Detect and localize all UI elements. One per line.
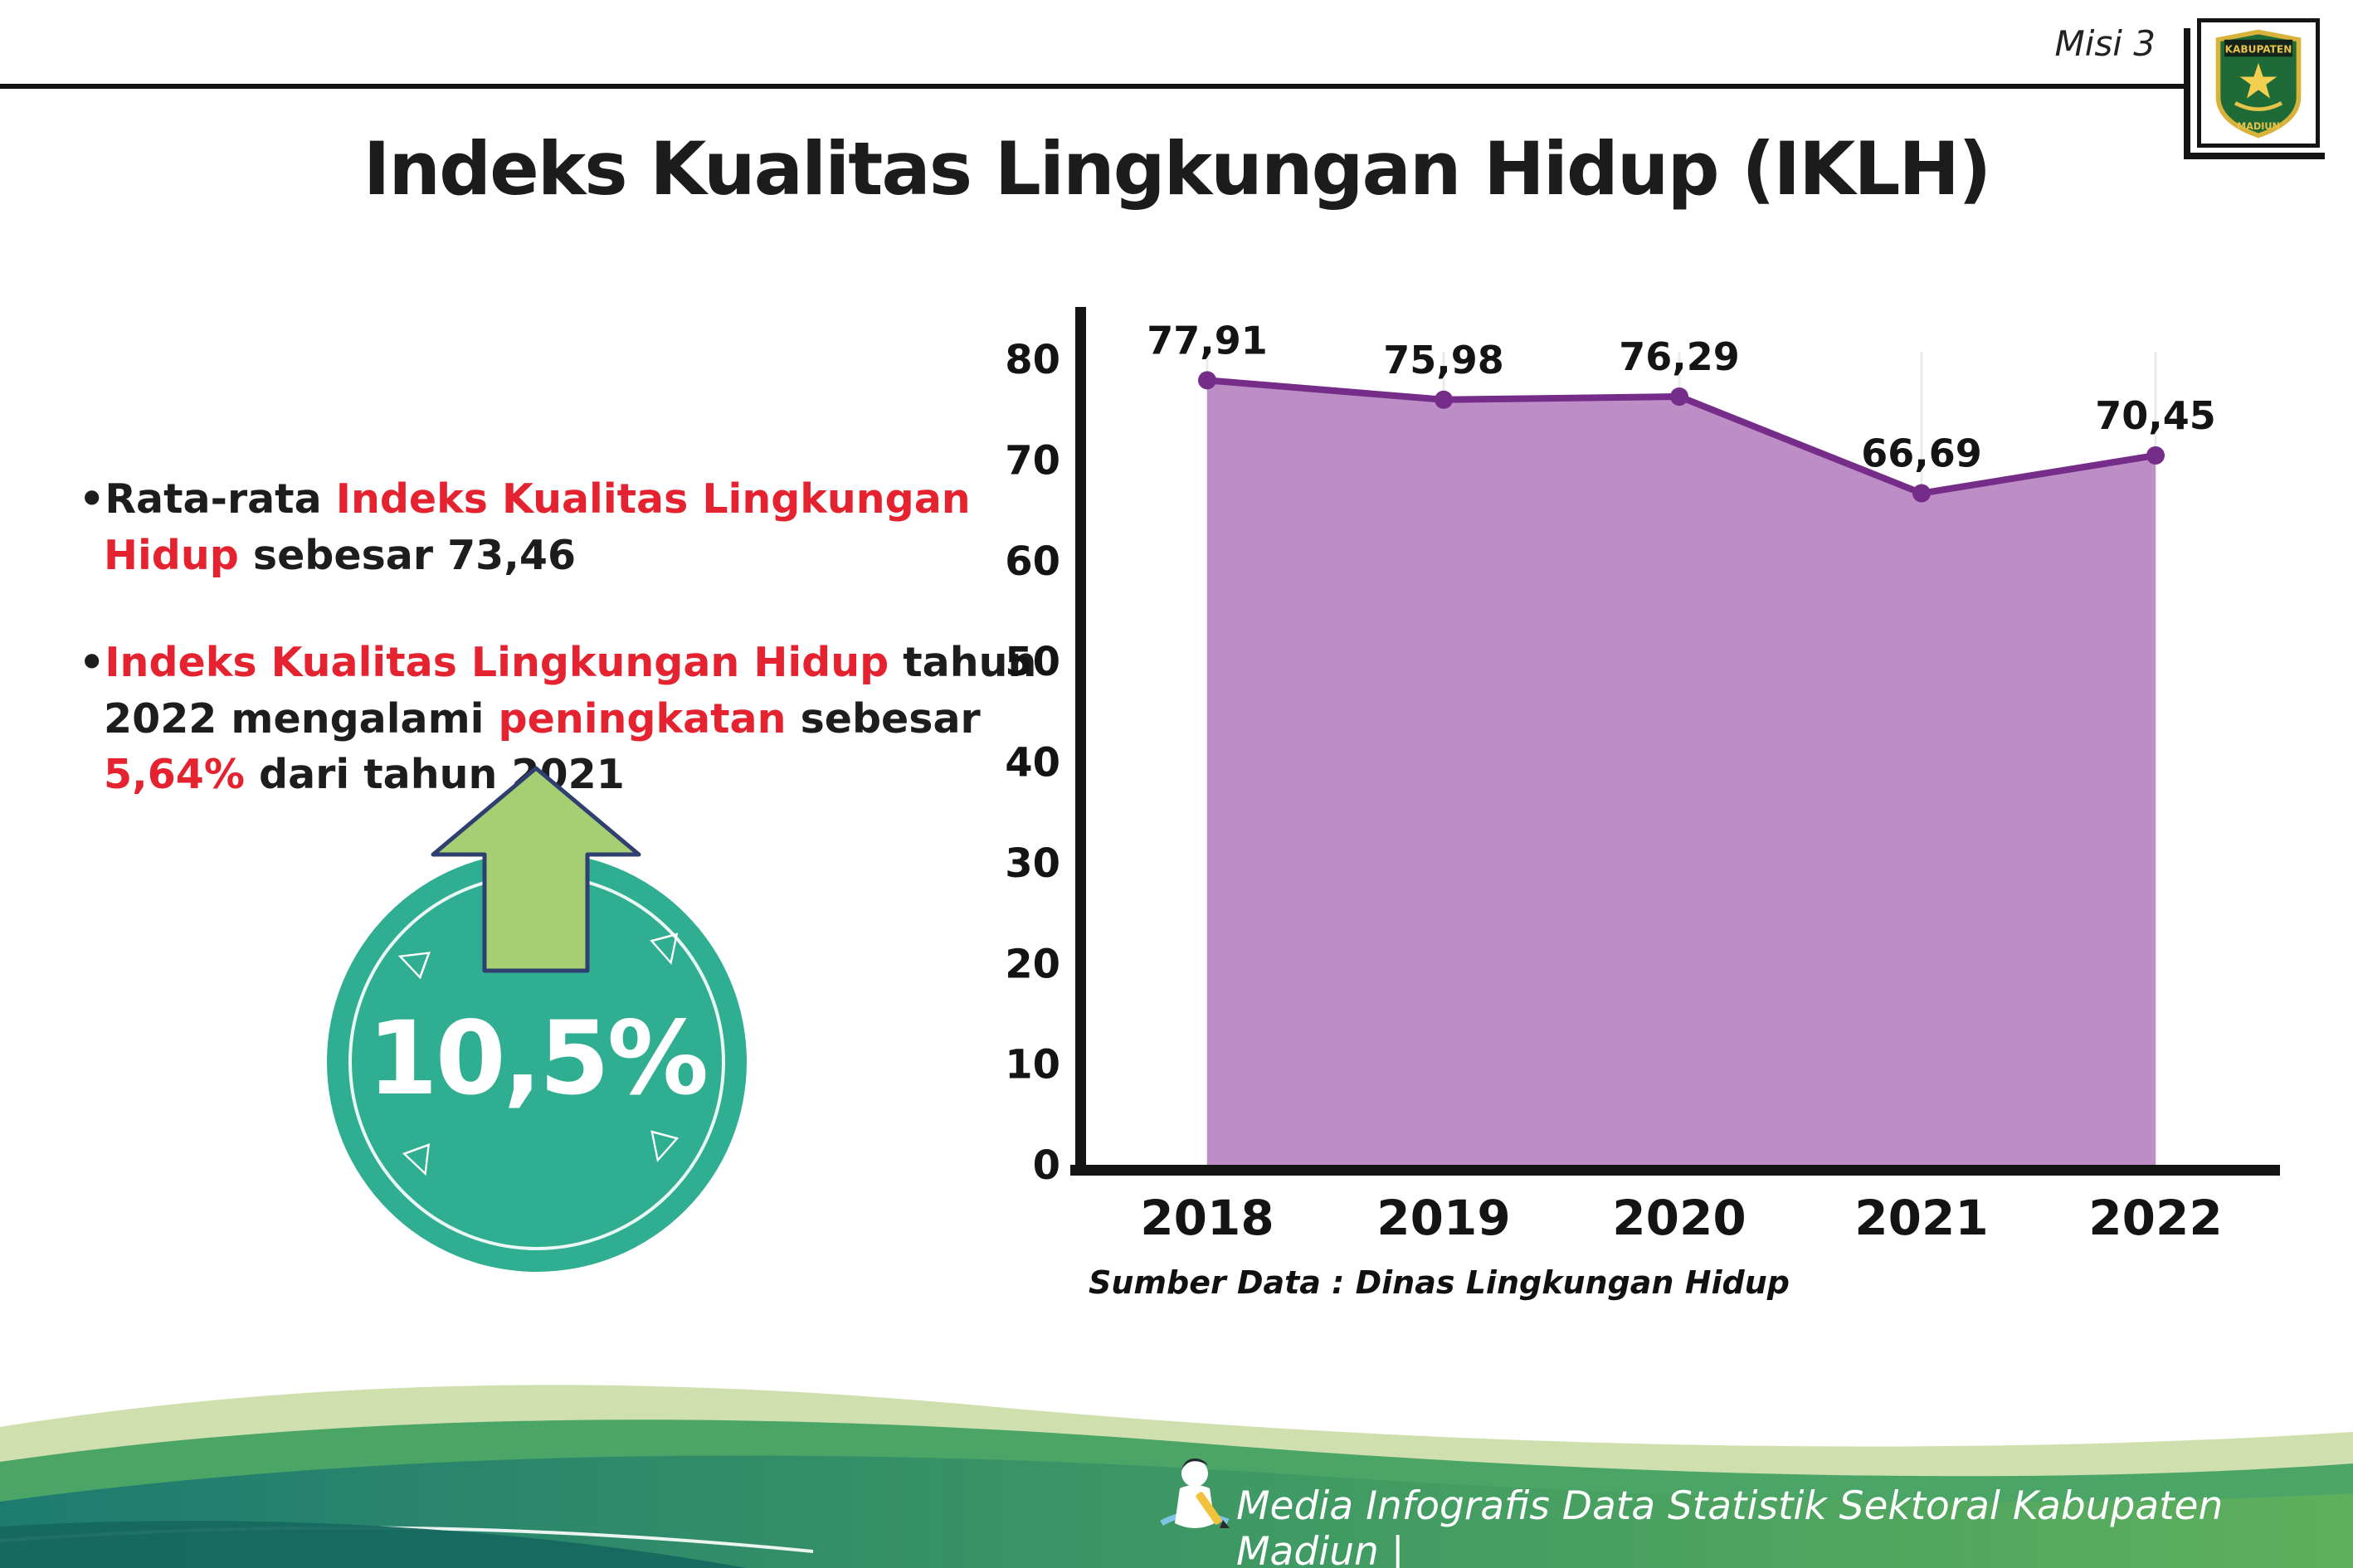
mascot-icon: [1160, 1458, 1230, 1528]
svg-text:40: 40: [1005, 740, 1060, 786]
bullet-text: sebesar: [786, 694, 981, 743]
svg-text:60: 60: [1005, 538, 1060, 585]
triangle-ornament-icon: ◁: [392, 1142, 445, 1185]
svg-text:70: 70: [1005, 437, 1060, 484]
svg-text:2018: 2018: [1140, 1190, 1274, 1246]
bullet-text: sebesar 73,46: [238, 531, 577, 579]
bullet-text: •Rata-rata: [79, 475, 336, 523]
svg-text:2022: 2022: [2088, 1190, 2222, 1246]
badge-value: 10,5%: [367, 1000, 709, 1118]
svg-text:30: 30: [1005, 840, 1060, 887]
bullet-text: tahun 2022 mengalami: [104, 639, 1037, 743]
svg-text:2019: 2019: [1376, 1190, 1510, 1246]
svg-text:76,29: 76,29: [1619, 334, 1740, 379]
bullet-iklh-increase: •Indeks Kualitas Lingkungan Hidup tahun …: [79, 635, 1058, 803]
bullet-list: •Rata-rata Indeks Kualitas Lingkungan Hi…: [79, 471, 1058, 855]
svg-text:2020: 2020: [1612, 1190, 1746, 1246]
svg-text:66,69: 66,69: [1861, 431, 1982, 476]
page-title: Indeks Kualitas Lingkungan Hidup (IKLH): [363, 126, 1992, 212]
logo-frame-horizontal: [2184, 153, 2325, 159]
misi-label: Misi 3: [2054, 23, 2156, 64]
triangle-ornament-icon: ▽: [641, 1119, 682, 1171]
bullet-text: •: [79, 639, 105, 687]
svg-text:0: 0: [1033, 1142, 1060, 1189]
svg-text:77,91: 77,91: [1147, 318, 1268, 363]
bullet-highlight: Indeks Kualitas Lingkungan Hidup: [104, 475, 971, 579]
bullet-highlight: peningkatan: [498, 694, 787, 743]
header-rule: [0, 84, 2184, 89]
logo-text-top: KABUPATEN: [2225, 44, 2292, 56]
footer-text: Media Infografis Data Statistik Sektoral…: [1236, 1483, 2224, 1568]
triangle-ornament-icon: ▽: [646, 922, 687, 973]
kabupaten-madiun-crest-icon: KABUPATEN MADIUN: [2205, 27, 2312, 139]
kabupaten-madiun-logo: KABUPATEN MADIUN: [2197, 18, 2320, 148]
bullet-average-iklh: •Rata-rata Indeks Kualitas Lingkungan Hi…: [79, 471, 1058, 583]
svg-text:70,45: 70,45: [2095, 393, 2216, 438]
svg-text:80: 80: [1005, 337, 1060, 383]
svg-text:50: 50: [1005, 639, 1060, 685]
svg-text:20: 20: [1005, 941, 1060, 987]
svg-text:2021: 2021: [1854, 1190, 1988, 1246]
svg-text:75,98: 75,98: [1383, 338, 1504, 382]
svg-text:10: 10: [1005, 1042, 1060, 1088]
iklh-chart: 77,91 75,98 76,29 66,69 70,45 0 10 20 30 40 50 60 70…: [1005, 307, 2280, 1246]
bullet-highlight: 5,64%: [104, 751, 245, 799]
up-arrow-icon: [431, 766, 641, 973]
logo-text-bottom: MADIUN: [2237, 121, 2280, 132]
triangle-ornament-icon: ◁: [391, 931, 435, 984]
logo-frame-vertical: [2184, 28, 2190, 159]
chart-source: Sumber Data : Dinas Lingkungan Hidup: [1089, 1264, 1790, 1301]
bullet-highlight: Indeks Kualitas Lingkungan Hidup: [105, 639, 889, 687]
